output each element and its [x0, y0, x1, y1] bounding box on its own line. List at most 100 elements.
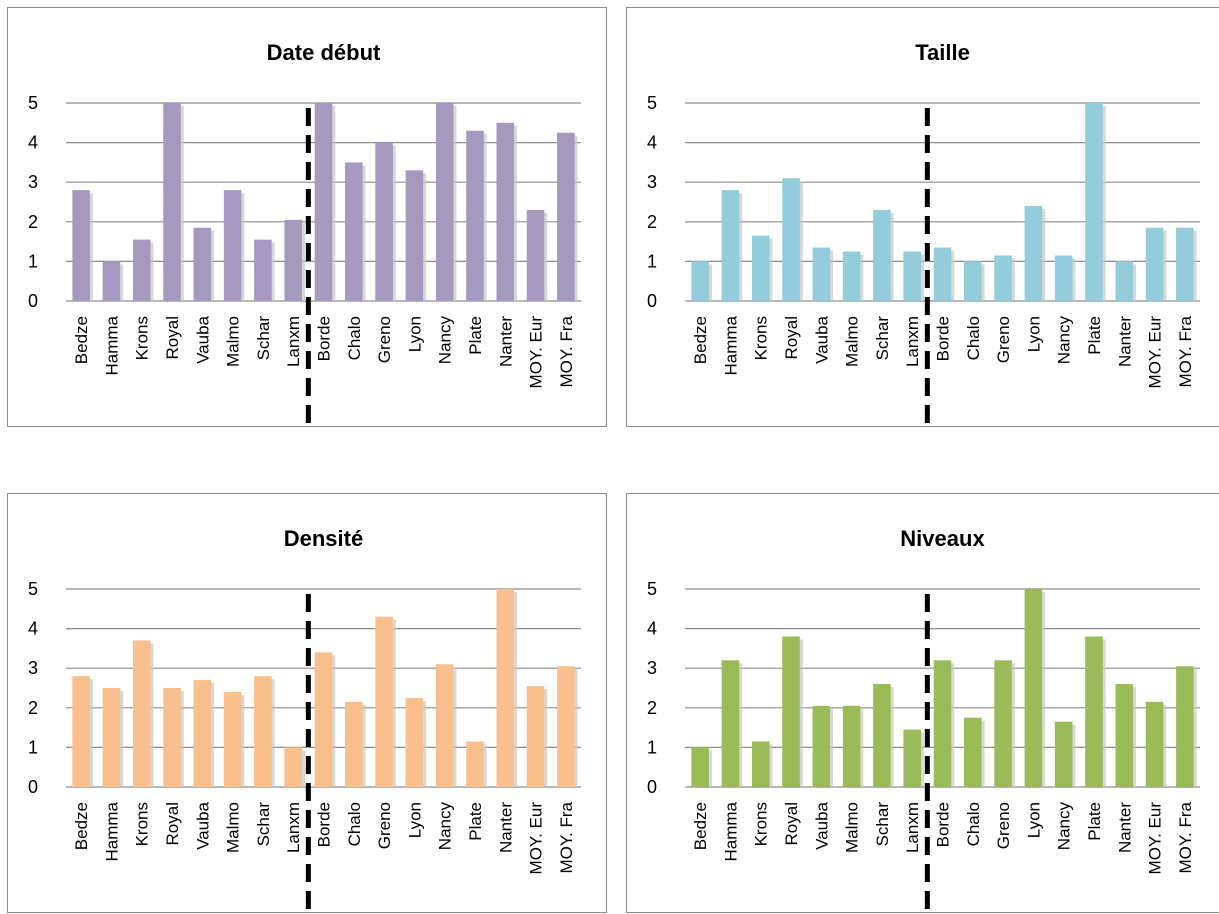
x-tick-label: Krons	[133, 802, 152, 846]
x-tick-label: Malmo	[843, 316, 862, 367]
chart-svg: Niveaux 0 1 2 3 4 5 Bedze Hamma Krons Royal Vauba Ma…	[647, 526, 1200, 914]
x-tick-label: Bedze	[691, 802, 710, 850]
x-tick-label: Greno	[375, 802, 394, 849]
x-tick-label: Schar	[873, 316, 892, 361]
bar	[1176, 227, 1194, 301]
x-tick-label: Hamma	[102, 801, 121, 861]
x-tick-label: MOY. Fra	[557, 801, 576, 873]
bar	[223, 190, 242, 301]
x-tick-label: Krons	[133, 316, 152, 360]
x-tick-label: Malmo	[843, 802, 862, 853]
x-tick-label: Greno	[375, 316, 394, 363]
y-tick-label: 2	[647, 698, 657, 718]
bar	[375, 142, 393, 301]
chart-title: Niveaux	[900, 526, 985, 551]
x-tick-label: Borde	[315, 802, 334, 847]
bar	[994, 660, 1012, 787]
x-tick-label: Greno	[994, 316, 1013, 363]
bar	[193, 227, 212, 301]
y-tick-label: 5	[647, 579, 657, 599]
x-tick-label: MOY. Eur	[527, 316, 546, 389]
x-tick-label: Chalo	[345, 316, 364, 360]
y-tick-label: 5	[647, 93, 657, 113]
x-tick-label: Schar	[254, 316, 273, 361]
y-tick-label: 1	[647, 251, 657, 271]
x-tick-label: Vauba	[193, 315, 212, 363]
bar	[812, 247, 831, 301]
chart-panel-densite: Densité 0 1 2 3 4 5 Bedze Hamma Krons Royal Vauba Ma…	[7, 493, 607, 914]
bar	[873, 684, 891, 787]
chart-panel-niveaux: Niveaux 0 1 2 3 4 5 Bedze Hamma Krons Royal Vauba Ma…	[626, 493, 1219, 914]
y-tick-label: 5	[28, 93, 38, 113]
x-tick-label: Plate	[466, 316, 485, 355]
bar	[284, 219, 302, 301]
x-tick-label: Borde	[315, 316, 334, 361]
bar	[994, 255, 1012, 301]
x-tick-label: MOY. Fra	[1176, 315, 1195, 387]
bar	[435, 664, 454, 787]
x-tick-label: Greno	[994, 802, 1013, 849]
x-tick-label: Chalo	[345, 802, 364, 846]
bar	[933, 247, 952, 301]
bar	[1085, 103, 1103, 301]
x-tick-label: Lanxm	[903, 316, 922, 367]
bar	[375, 616, 393, 787]
y-tick-label: 0	[647, 291, 657, 311]
bar	[466, 741, 484, 787]
x-tick-label: Royal	[782, 802, 801, 845]
x-tick-label: Bedze	[72, 316, 91, 364]
x-tick-label: Royal	[163, 316, 182, 359]
x-tick-label: MOY. Fra	[1176, 801, 1195, 873]
x-tick-label: Lanxm	[284, 802, 303, 853]
bar	[314, 652, 333, 787]
bar	[345, 162, 363, 301]
bar	[193, 680, 212, 787]
x-tick-label: Hamma	[102, 315, 121, 375]
bar	[842, 251, 861, 301]
bar	[466, 130, 484, 301]
x-tick-label: MOY. Fra	[557, 315, 576, 387]
x-tick-label: Chalo	[964, 802, 983, 846]
bar	[72, 676, 90, 787]
chart-panel-date-debut: Date début 0 1 2 3 4 5 Bedze Hamma Krons Royal Vaub…	[7, 7, 607, 428]
chart-svg: Densité 0 1 2 3 4 5 Bedze Hamma Krons Royal Vauba Ma…	[28, 526, 581, 914]
bar	[254, 239, 272, 301]
bar	[284, 747, 302, 787]
bar	[782, 636, 800, 787]
x-tick-label: Nancy	[436, 316, 455, 365]
bar	[1115, 261, 1134, 301]
bar	[691, 747, 709, 787]
x-tick-label: Bedze	[691, 316, 710, 364]
bar	[345, 701, 363, 787]
x-tick-label: Plate	[466, 802, 485, 841]
x-tick-label: Chalo	[964, 316, 983, 360]
bar	[496, 122, 515, 301]
bar	[526, 209, 545, 301]
x-tick-label: Krons	[752, 316, 771, 360]
chart-title: Date début	[267, 40, 381, 65]
y-tick-label: 3	[647, 658, 657, 678]
x-tick-label: Plate	[1085, 802, 1104, 841]
y-tick-label: 4	[28, 133, 38, 153]
bar	[1024, 205, 1043, 301]
bar	[691, 261, 709, 301]
bar	[903, 729, 921, 787]
x-tick-label: Nancy	[436, 802, 455, 851]
bar	[102, 688, 121, 787]
x-tick-label: MOY. Eur	[1146, 802, 1165, 875]
bar	[721, 190, 740, 301]
bar	[405, 170, 424, 301]
bar	[526, 686, 545, 787]
bar	[812, 705, 831, 787]
y-tick-label: 2	[28, 212, 38, 232]
bar	[557, 132, 575, 301]
x-tick-label: Lanxm	[284, 316, 303, 367]
y-tick-label: 2	[28, 698, 38, 718]
x-tick-label: Vauba	[193, 801, 212, 849]
bar	[873, 209, 891, 301]
x-tick-label: Nancy	[1055, 316, 1074, 365]
y-tick-label: 1	[28, 737, 38, 757]
x-tick-label: Malmo	[224, 316, 243, 367]
x-tick-label: Vauba	[812, 801, 831, 849]
x-tick-label: Lyon	[1024, 316, 1043, 352]
